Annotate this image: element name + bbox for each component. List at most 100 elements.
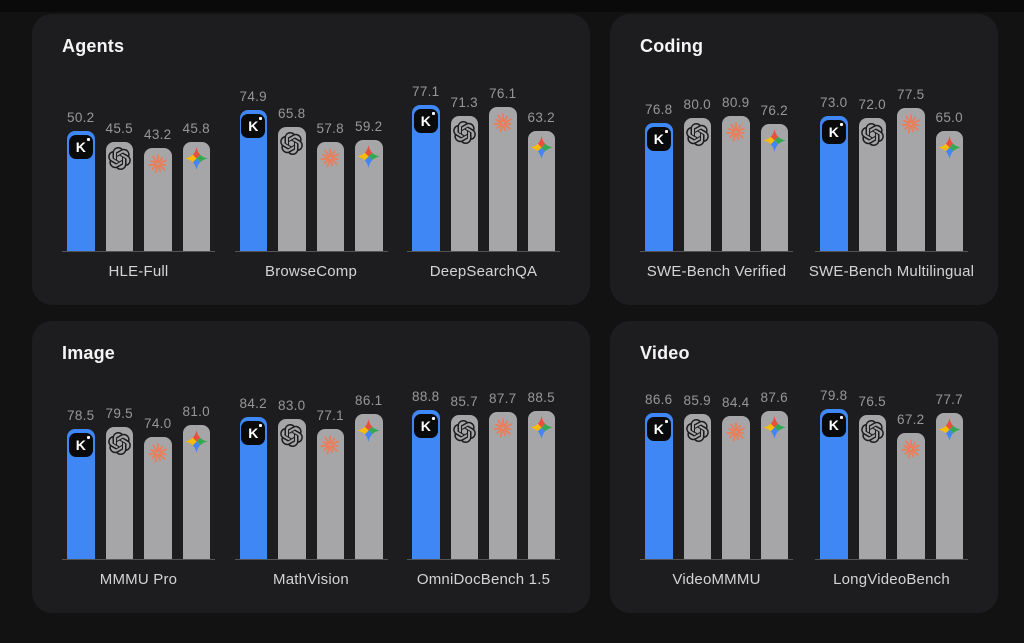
- bar-kimi-k: 78.5 K: [67, 408, 95, 559]
- bars: 77.1 K 71.3 76.1 63.2: [407, 84, 560, 252]
- bar-value: 87.7: [489, 391, 517, 406]
- claude-sunburst-icon: [318, 146, 342, 170]
- bar-openai: 76.5: [858, 394, 886, 559]
- bar-claude-sunburst: 77.1: [316, 408, 344, 559]
- bar-openai: 72.0: [858, 97, 886, 251]
- bar-kimi-k: 79.8 K: [820, 388, 848, 559]
- bar-value: 74.0: [144, 416, 172, 431]
- bar-claude-sunburst: 76.1: [489, 86, 517, 251]
- kimi-k-icon: K: [413, 414, 438, 438]
- benchmark-group: 73.0 K 72.0 77.5 65.0 SWE-Bench Multilingual: [809, 87, 974, 280]
- claude-sunburst-icon: [491, 111, 515, 135]
- openai-icon: [107, 431, 131, 455]
- bar-value: 65.0: [935, 110, 963, 125]
- bar-value: 72.0: [858, 97, 886, 112]
- bar-value: 76.2: [760, 103, 788, 118]
- openai-icon: [452, 120, 476, 144]
- gemini-sparkle-icon: [762, 128, 786, 152]
- kimi-k-glyph: K: [68, 135, 93, 159]
- benchmark-group: 88.8 K 85.7 87.7 88.5 OmniDocBench 1.5: [407, 389, 560, 588]
- benchmark-label: SWE-Bench Multilingual: [809, 263, 974, 280]
- kimi-k-icon: K: [68, 135, 93, 159]
- bar-value: 79.5: [105, 406, 133, 421]
- bar-value: 77.7: [935, 392, 963, 407]
- benchmark-label: BrowseComp: [235, 263, 388, 280]
- bar-value: 45.8: [182, 121, 210, 136]
- benchmark-group: 77.1 K 71.3 76.1 63.2 DeepSearchQA: [407, 84, 560, 280]
- kimi-k-icon: K: [68, 433, 93, 457]
- panel-title-image: Image: [62, 343, 116, 363]
- benchmark-label-text: MMMU Pro: [99, 571, 178, 588]
- openai-icon: [860, 122, 884, 146]
- openai-icon: [860, 419, 884, 443]
- claude-sunburst-icon: [146, 441, 170, 465]
- bar-openai: 79.5: [105, 406, 133, 559]
- bar-claude-sunburst: 67.2: [897, 412, 925, 559]
- bar-gemini-sparkle: 76.2: [760, 103, 788, 251]
- bar-value: 73.0: [820, 95, 848, 110]
- bar-value: 80.9: [722, 95, 750, 110]
- bar-value: 86.1: [355, 393, 383, 408]
- image-panel: Image 78.5 K 79.5 74.0 81.0 MMMU Pro 84.2 K 83.0…: [32, 321, 590, 613]
- benchmark-label: SWE-Bench Verified: [640, 263, 793, 280]
- bar-value: 43.2: [144, 127, 172, 142]
- video-panel: Video 86.6 K 85.9 84.4 87.6 VideoMMMU 79.8 K 76.…: [610, 321, 998, 613]
- benchmark-label-text: MathVision: [273, 571, 349, 588]
- benchmark-group: 50.2 K 45.5 43.2 45.8 HLE-Full: [62, 110, 215, 280]
- kimi-k-icon: K: [821, 120, 846, 144]
- kimi-k-glyph: K: [413, 109, 438, 133]
- bar-value: 71.3: [450, 95, 478, 110]
- bar-kimi-k: 77.1 K: [412, 84, 440, 251]
- benchmark-label: LongVideoBench: [815, 571, 968, 588]
- bar-value: 78.5: [67, 408, 95, 423]
- bar-kimi-k: 73.0 K: [820, 95, 848, 251]
- bar-value: 85.7: [450, 394, 478, 409]
- benchmark-label: DeepSearchQA: [407, 263, 560, 280]
- bar-claude-sunburst: 74.0: [144, 416, 172, 559]
- benchmark-label-text: LongVideoBench: [833, 571, 950, 588]
- kimi-k-glyph: K: [646, 127, 671, 151]
- bar-openai: 45.5: [105, 121, 133, 251]
- bar-value: 79.8: [820, 388, 848, 403]
- bar-value: 45.5: [105, 121, 133, 136]
- claude-sunburst-icon: [724, 420, 748, 444]
- benchmark-group: 84.2 K 83.0 77.1 86.1 MathVision: [234, 393, 388, 588]
- bar-value: 87.6: [760, 390, 788, 405]
- gemini-sparkle-icon: [937, 417, 961, 441]
- bar-gemini-sparkle: 45.8: [182, 121, 210, 251]
- bar-claude-sunburst: 43.2: [144, 127, 172, 251]
- bar-claude-sunburst: 84.4: [722, 395, 750, 559]
- bar-value: 76.1: [489, 86, 517, 101]
- bar-gemini-sparkle: 77.7: [935, 392, 963, 559]
- benchmark-label-text: OmniDocBench 1.5: [416, 571, 551, 588]
- bar-value: 88.8: [412, 389, 440, 404]
- kimi-k-glyph: K: [68, 433, 93, 457]
- kimi-k-glyph: K: [646, 417, 671, 441]
- benchmark-label-text: DeepSearchQA: [429, 263, 538, 280]
- panel-title-agents: Agents: [62, 36, 125, 56]
- benchmark-label: MathVision: [235, 571, 388, 588]
- bar-gemini-sparkle: 88.5: [527, 390, 555, 559]
- bars: 50.2 K 45.5 43.2 45.8: [62, 110, 215, 252]
- top-edge-strip: [0, 0, 1024, 12]
- benchmark-group: 76.8 K 80.0 80.9 76.2 SWE-Bench Verified: [640, 95, 793, 280]
- bar-value: 67.2: [897, 412, 925, 427]
- kimi-k-icon: K: [241, 421, 266, 445]
- benchmark-label-text: BrowseComp: [264, 263, 358, 280]
- bar-gemini-sparkle: 63.2: [527, 110, 555, 251]
- bars: 78.5 K 79.5 74.0 81.0: [62, 404, 215, 560]
- kimi-k-glyph: K: [821, 120, 846, 144]
- kimi-k-icon: K: [646, 127, 671, 151]
- bar-value: 83.0: [278, 398, 306, 413]
- bar-value: 74.9: [239, 89, 267, 104]
- bar-kimi-k: 74.9 K: [239, 89, 267, 251]
- bar-kimi-k: 50.2 K: [67, 110, 95, 251]
- benchmark-group: 79.8 K 76.5 67.2 77.7 LongVideoBench: [815, 388, 968, 588]
- bar-value: 57.8: [316, 121, 344, 136]
- bars: 73.0 K 72.0 77.5 65.0: [815, 87, 968, 252]
- openai-icon: [685, 122, 709, 146]
- bar-gemini-sparkle: 87.6: [760, 390, 788, 559]
- gemini-sparkle-icon: [937, 135, 961, 159]
- bar-value: 86.6: [645, 392, 673, 407]
- charts-row: 78.5 K 79.5 74.0 81.0 MMMU Pro 84.2 K 83.0 77.1 86…: [62, 389, 560, 588]
